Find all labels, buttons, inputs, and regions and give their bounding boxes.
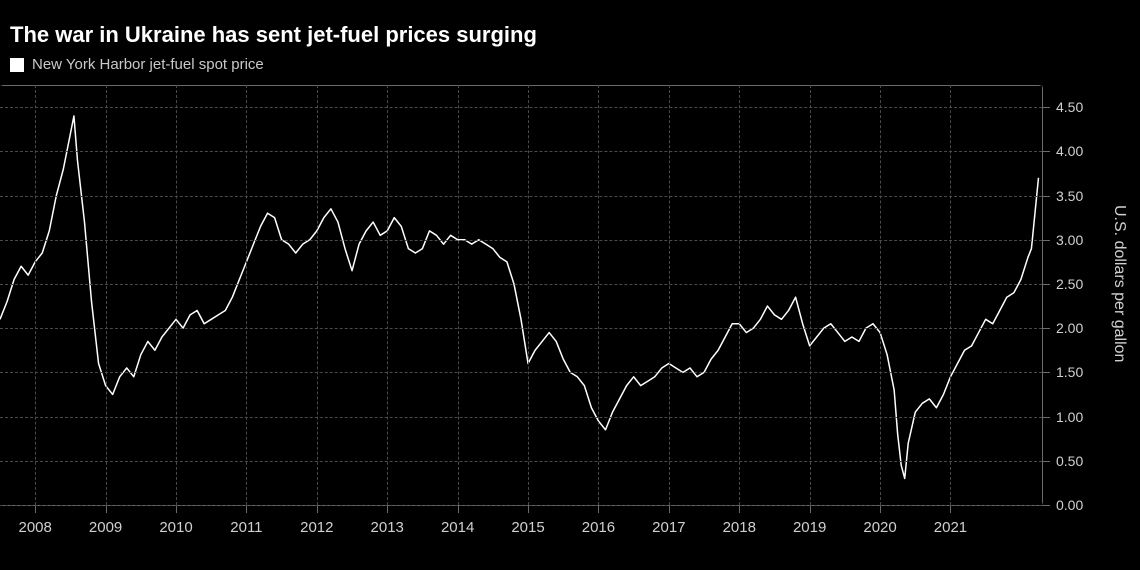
price-line (0, 85, 1042, 505)
grid-line-horizontal (0, 328, 1042, 329)
grid-line-vertical (950, 85, 951, 505)
series-line (0, 116, 1038, 479)
x-tick-label: 2018 (723, 519, 756, 536)
grid-line-horizontal (0, 151, 1042, 152)
grid-line-horizontal (0, 284, 1042, 285)
grid-line-vertical (598, 85, 599, 505)
x-tick-label: 2016 (582, 519, 615, 536)
y-tick-label: 0.50 (1056, 453, 1083, 469)
y-tick-label: 3.50 (1056, 188, 1083, 204)
grid-line-vertical (880, 85, 881, 505)
grid-line-vertical (106, 85, 107, 505)
legend-swatch (10, 58, 24, 72)
grid-line-horizontal (0, 196, 1042, 197)
grid-line-vertical (176, 85, 177, 505)
plot-area: 2008200920102011201220132014201520162017… (0, 85, 1042, 505)
chart-container: { "chart": { "type": "line", "title": "T… (0, 0, 1140, 570)
grid-line-vertical (669, 85, 670, 505)
y-tick-label: 1.50 (1056, 364, 1083, 380)
grid-line-vertical (35, 85, 36, 505)
x-tick-label: 2010 (159, 519, 192, 536)
y-tick-label: 4.50 (1056, 99, 1083, 115)
grid-line-vertical (528, 85, 529, 505)
x-tick-label: 2015 (511, 519, 544, 536)
y-tick-label: 2.50 (1056, 276, 1083, 292)
x-tick-label: 2008 (19, 519, 52, 536)
y-tick-label: 4.00 (1056, 143, 1083, 159)
grid-line-horizontal (0, 372, 1042, 373)
grid-line-horizontal (0, 240, 1042, 241)
y-axis-title: U.S. dollars per gallon (1110, 205, 1128, 362)
grid-line-vertical (317, 85, 318, 505)
y-tick-label: 2.00 (1056, 320, 1083, 336)
grid-line-horizontal (0, 417, 1042, 418)
x-tick-label: 2012 (300, 519, 333, 536)
x-tick-label: 2020 (863, 519, 896, 536)
grid-line-vertical (246, 85, 247, 505)
grid-line-vertical (810, 85, 811, 505)
x-tick-label: 2021 (934, 519, 967, 536)
grid-line-horizontal (0, 107, 1042, 108)
grid-line-horizontal (0, 461, 1042, 462)
y-tick-label: 1.00 (1056, 409, 1083, 425)
plot-wrap: 2008 2009 2010 2011 2012 2013 2014 2015 2016 2017… (0, 85, 1140, 570)
y-tick-label: 3.00 (1056, 232, 1083, 248)
grid-line-vertical (458, 85, 459, 505)
x-tick-label: 2013 (371, 519, 404, 536)
legend-label: New York Harbor jet-fuel spot price (32, 56, 264, 73)
chart-title: The war in Ukraine has sent jet-fuel pri… (10, 22, 537, 48)
legend: New York Harbor jet-fuel spot price (10, 56, 264, 73)
x-tick-label: 2014 (441, 519, 474, 536)
x-tick-label: 2011 (230, 519, 262, 536)
grid-line-horizontal (0, 505, 1042, 506)
grid-line-vertical (739, 85, 740, 505)
x-tick-label: 2019 (793, 519, 826, 536)
x-tick-label: 2017 (652, 519, 685, 536)
x-tick-label: 2009 (89, 519, 122, 536)
y-tick-label: 0.00 (1056, 497, 1083, 513)
grid-line-vertical (387, 85, 388, 505)
